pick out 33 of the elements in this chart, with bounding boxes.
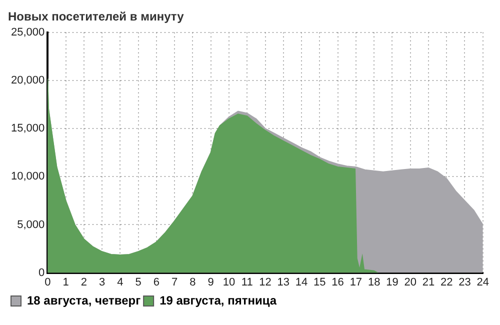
x-tick-label: 24 (476, 276, 490, 288)
x-tick-label: 5 (135, 276, 142, 288)
x-tick-label: 6 (153, 276, 160, 288)
y-tick-label: 10,000 (10, 170, 45, 183)
x-tick-label: 17 (350, 276, 362, 288)
chart-title: Новых посетителей в минуту (8, 10, 184, 24)
y-tick-label: 5,000 (17, 218, 45, 231)
x-tick-label: 23 (458, 276, 471, 288)
y-tick-label: 15,000 (10, 122, 45, 135)
y-tick-label: 0 (38, 266, 45, 279)
x-tick-label: 11 (241, 276, 253, 288)
legend-label: 19 августа, пятница (160, 293, 277, 308)
x-tick-label: 8 (190, 276, 196, 288)
x-tick-label: 3 (98, 276, 106, 288)
x-tick-label: 12 (259, 276, 272, 288)
y-tick-label: 20,000 (10, 74, 45, 87)
x-tick-label: 18 (368, 276, 380, 288)
x-tick-label: 22 (440, 276, 453, 288)
x-tick-label: 4 (117, 276, 124, 288)
x-tick-label: 7 (172, 276, 178, 288)
x-tick-label: 21 (422, 276, 435, 288)
y-tick-label: 25,000 (10, 26, 45, 38)
x-tick-label: 1 (62, 276, 69, 288)
x-tick-label: 14 (295, 276, 308, 288)
x-tick-label: 20 (404, 276, 416, 288)
x-tick-label: 10 (222, 276, 236, 288)
x-tick-label: 15 (314, 276, 326, 288)
x-tick-label: 16 (332, 276, 344, 288)
x-tick-label: 2 (80, 276, 87, 288)
x-tick-label: 19 (386, 276, 398, 288)
x-tick-label: 13 (277, 276, 290, 288)
legend-label: 18 августа, четверг (27, 293, 141, 308)
x-tick-label: 9 (208, 276, 214, 288)
